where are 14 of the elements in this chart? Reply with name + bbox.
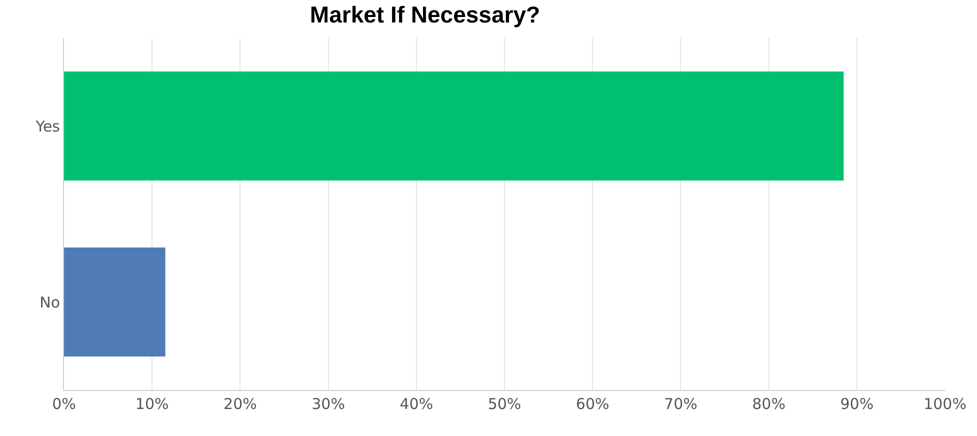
x-tick-label: 60% — [576, 395, 610, 413]
chart-title: Market If Necessary? — [310, 2, 540, 28]
x-tick-label: 0% — [52, 395, 76, 413]
x-tick-label: 20% — [224, 395, 257, 413]
x-tick-label: 80% — [752, 395, 786, 413]
x-tick-label: 30% — [312, 395, 345, 413]
x-tick-label: 10% — [135, 395, 169, 413]
x-tick-label: 50% — [488, 395, 522, 413]
y-tick-label: Yes — [34, 117, 60, 136]
x-tick-label: 70% — [664, 395, 698, 413]
x-tick-label: 90% — [840, 395, 874, 413]
x-tick-label: 100% — [924, 395, 966, 413]
x-tick-label: 40% — [400, 395, 434, 413]
y-tick-label: No — [40, 293, 60, 312]
